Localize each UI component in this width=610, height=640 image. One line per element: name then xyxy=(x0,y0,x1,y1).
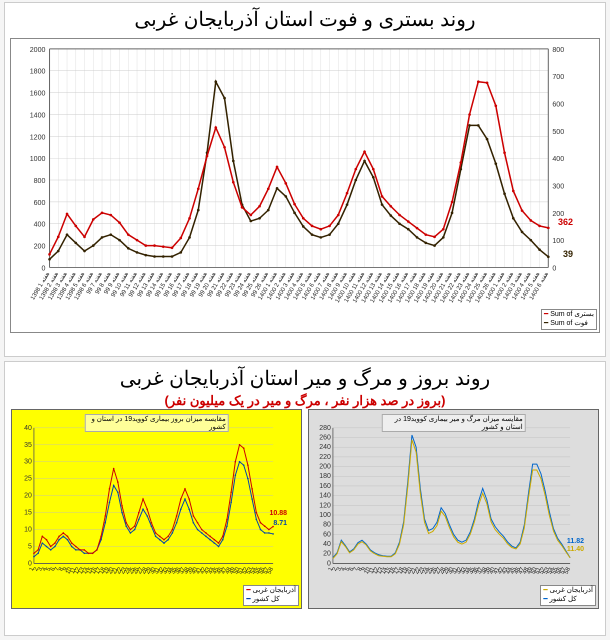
svg-text:160: 160 xyxy=(319,483,331,490)
svg-text:1400: 1400 xyxy=(30,113,46,120)
svg-text:2000: 2000 xyxy=(30,47,46,54)
bl-legend: ━ آذربایجان غربی ━ کل کشور xyxy=(243,585,299,606)
svg-text:100: 100 xyxy=(552,238,564,245)
br-end-yellow: 11.40 xyxy=(567,546,584,553)
bl-end-red: 10.88 xyxy=(269,510,287,517)
svg-text:35: 35 xyxy=(24,442,32,449)
top-chart: 0200400600800100012001400160018002000010… xyxy=(10,38,600,333)
svg-text:800: 800 xyxy=(552,47,564,54)
svg-text:15: 15 xyxy=(24,510,32,517)
svg-text:500: 500 xyxy=(552,129,564,136)
svg-text:10: 10 xyxy=(24,527,32,534)
br-title: مقایسه میزان مرگ و میر بیماری کووید19 در… xyxy=(381,414,526,432)
svg-text:180: 180 xyxy=(319,473,331,480)
svg-text:20: 20 xyxy=(24,493,32,500)
svg-text:1800: 1800 xyxy=(30,69,46,76)
svg-text:240: 240 xyxy=(319,444,331,451)
svg-text:400: 400 xyxy=(552,156,564,163)
bottom-panel: روند بروز و مرگ و میر استان آذربایجان غر… xyxy=(4,361,606,636)
top-title: روند بستری و فوت استان آذربایجان غربی xyxy=(5,3,605,34)
end-label-black: 39 xyxy=(563,249,573,259)
br-legend: ━ آذربایجان غربی ━ کل کشور xyxy=(540,585,596,606)
bl-title: مقایسه میزان بروز بیماری کووید19 در استا… xyxy=(84,414,229,432)
svg-text:25: 25 xyxy=(24,476,32,483)
svg-text:280: 280 xyxy=(319,425,331,432)
svg-text:80: 80 xyxy=(323,522,331,529)
svg-text:600: 600 xyxy=(34,200,46,207)
svg-text:60: 60 xyxy=(323,531,331,538)
svg-text:0: 0 xyxy=(28,560,32,567)
end-label-red: 362 xyxy=(558,217,573,227)
svg-text:40: 40 xyxy=(323,541,331,548)
svg-text:20: 20 xyxy=(323,551,331,558)
svg-text:200: 200 xyxy=(34,244,46,251)
bottom-right-chart: 0 20 40 60 80 100 120 140 160 180 200 220 240 260 280 1… xyxy=(308,409,599,609)
bottom-left-chart: 0510152025303540123456789101112131415161… xyxy=(11,409,302,609)
bottom-title: روند بروز و مرگ و میر استان آذربایجان غر… xyxy=(5,362,605,393)
svg-text:260: 260 xyxy=(319,435,331,442)
svg-text:30: 30 xyxy=(24,459,32,466)
br-end-blue: 11.82 xyxy=(567,538,584,545)
svg-text:300: 300 xyxy=(552,184,564,191)
svg-text:700: 700 xyxy=(552,74,564,81)
svg-text:1000: 1000 xyxy=(30,156,46,163)
svg-text:800: 800 xyxy=(34,178,46,185)
svg-text:100: 100 xyxy=(319,512,331,519)
bl-end-blue: 8.71 xyxy=(273,520,287,527)
svg-text:1200: 1200 xyxy=(30,134,46,141)
top-legend: ━ Sum of بستری ━ Sum of فوت xyxy=(541,309,597,330)
svg-text:0: 0 xyxy=(552,265,556,272)
svg-text:0: 0 xyxy=(327,560,331,567)
bottom-subtitle: (بروز در صد هزار نفر ، مرگ و میر در یک م… xyxy=(5,393,605,409)
svg-text:600: 600 xyxy=(552,102,564,109)
svg-text:1600: 1600 xyxy=(30,91,46,98)
svg-text:140: 140 xyxy=(319,493,331,500)
top-panel: روند بستری و فوت استان آذربایجان غربی 0 2… xyxy=(4,2,606,357)
svg-text:220: 220 xyxy=(319,454,331,461)
svg-text:40: 40 xyxy=(24,425,32,432)
svg-text:5: 5 xyxy=(28,543,32,550)
svg-text:200: 200 xyxy=(319,464,331,471)
svg-text:120: 120 xyxy=(319,502,331,509)
svg-text:400: 400 xyxy=(34,222,46,229)
